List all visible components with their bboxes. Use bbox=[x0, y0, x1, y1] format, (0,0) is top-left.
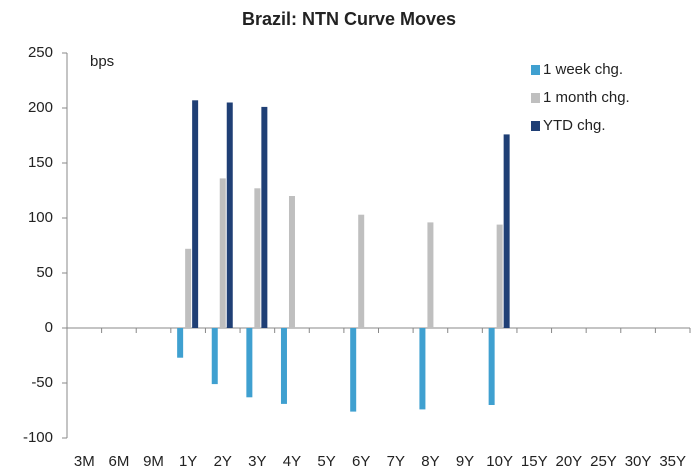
bar bbox=[226, 102, 233, 328]
y-tick-label: -100 bbox=[23, 429, 53, 446]
y-tick-label: 200 bbox=[28, 99, 53, 116]
legend-swatch bbox=[531, 121, 540, 131]
bar bbox=[419, 328, 426, 410]
bar bbox=[219, 178, 226, 328]
x-tick-label: 20Y bbox=[556, 453, 583, 470]
x-tick-label: 10Y bbox=[486, 453, 513, 470]
x-tick-label: 5Y bbox=[317, 453, 335, 470]
y-tick-label: 100 bbox=[28, 209, 53, 226]
bar bbox=[488, 328, 495, 405]
x-tick-label: 9Y bbox=[456, 453, 474, 470]
bar bbox=[261, 106, 268, 329]
y-tick-label: 0 bbox=[45, 319, 53, 336]
legend-label: 1 week chg. bbox=[543, 61, 623, 78]
x-tick-label: 1Y bbox=[179, 453, 197, 470]
x-tick-label: 15Y bbox=[521, 453, 548, 470]
legend-swatch bbox=[531, 93, 540, 103]
bar bbox=[496, 224, 503, 328]
chart-title: Brazil: NTN Curve Moves bbox=[242, 9, 456, 29]
x-tick-label: 6Y bbox=[352, 453, 370, 470]
y-tick-label: 50 bbox=[36, 264, 53, 281]
bar bbox=[280, 328, 287, 404]
legend-swatch bbox=[531, 65, 540, 75]
bar bbox=[503, 134, 510, 328]
x-tick-label: 6M bbox=[108, 453, 129, 470]
x-tick-label: 4Y bbox=[283, 453, 301, 470]
bar bbox=[185, 248, 192, 328]
bar bbox=[288, 196, 295, 328]
bar bbox=[211, 328, 218, 385]
x-tick-label: 2Y bbox=[214, 453, 232, 470]
y-tick-label: -50 bbox=[31, 374, 53, 391]
x-tick-label: 9M bbox=[143, 453, 164, 470]
bar bbox=[246, 328, 253, 398]
legend-label: 1 month chg. bbox=[543, 89, 630, 106]
x-tick-label: 25Y bbox=[590, 453, 617, 470]
bar bbox=[192, 100, 199, 328]
x-tick-label: 3M bbox=[74, 453, 95, 470]
y-tick-label: 250 bbox=[28, 44, 53, 61]
legend-label: YTD chg. bbox=[543, 117, 606, 134]
y-unit: bps bbox=[90, 53, 114, 70]
bar bbox=[350, 328, 357, 412]
x-tick-label: 7Y bbox=[387, 453, 405, 470]
bar bbox=[254, 188, 261, 328]
x-tick-label: 8Y bbox=[421, 453, 439, 470]
y-tick-label: 150 bbox=[28, 154, 53, 171]
x-tick-label: 35Y bbox=[659, 453, 686, 470]
bar bbox=[427, 222, 434, 328]
x-tick-label: 30Y bbox=[625, 453, 652, 470]
x-tick-label: 3Y bbox=[248, 453, 266, 470]
bar bbox=[358, 214, 365, 328]
bar bbox=[177, 328, 184, 358]
